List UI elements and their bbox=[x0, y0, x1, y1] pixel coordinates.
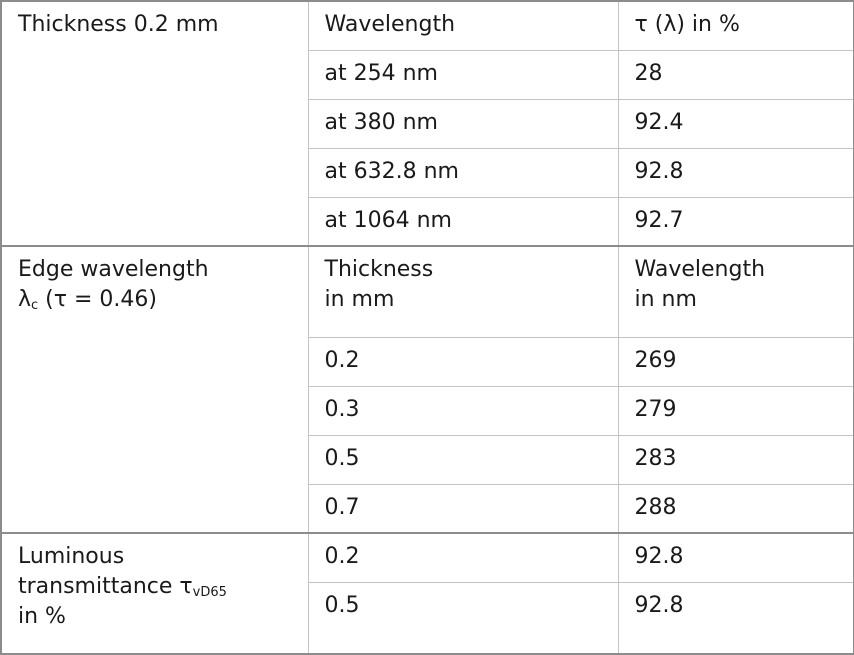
cell: 269 bbox=[617, 336, 854, 387]
row: 0.5 92.8 bbox=[1, 581, 854, 655]
label-text: Edge wavelength bbox=[18, 257, 209, 282]
header-cell: Thickness in mm bbox=[307, 245, 619, 338]
cell: 92.8 bbox=[617, 532, 854, 583]
row: at 254 nm 28 bbox=[1, 49, 854, 100]
label-text: Thickness 0.2 mm bbox=[18, 12, 219, 37]
cell-text: τ (λ) in % bbox=[634, 12, 740, 37]
cell: 288 bbox=[617, 483, 854, 534]
cell: 92.7 bbox=[617, 196, 854, 247]
cell: at 632.8 nm bbox=[307, 147, 619, 198]
cell: 92.8 bbox=[617, 147, 854, 198]
row: Edge wavelength λc (τ = 0.46) Thickness in… bbox=[0, 245, 854, 534]
row: 0.7 288 bbox=[1, 483, 854, 534]
cell-text: Wavelength bbox=[634, 257, 766, 282]
row: Thickness 0.2 mm Wavelength τ (λ) in % bbox=[0, 0, 854, 247]
cell: 279 bbox=[617, 385, 854, 436]
cell: 0.2 bbox=[307, 532, 619, 583]
label-subscript: vD65 bbox=[192, 585, 227, 600]
label-subscript: c bbox=[31, 298, 39, 313]
section-label: Luminous transmittance τvD65 in % bbox=[0, 532, 309, 655]
cell: 92.8 bbox=[617, 581, 854, 655]
cell: 0.5 bbox=[307, 434, 619, 485]
cell: 283 bbox=[617, 434, 854, 485]
label-text: in % bbox=[18, 604, 66, 629]
label-text: λ bbox=[18, 287, 32, 312]
cell: at 254 nm bbox=[307, 49, 619, 100]
cell: at 380 nm bbox=[307, 98, 619, 149]
row: 0.2 269 bbox=[1, 336, 854, 387]
cell: 0.7 bbox=[307, 483, 619, 534]
row: Luminous transmittance τvD65 in % 0.2 92.8 bbox=[0, 532, 854, 655]
cell: at 1064 nm bbox=[307, 196, 619, 247]
header-cell: Wavelength bbox=[307, 0, 619, 51]
cell: 0.5 bbox=[307, 581, 619, 655]
section-label: Edge wavelength λc (τ = 0.46) bbox=[0, 245, 309, 534]
cell: 0.2 bbox=[307, 336, 619, 387]
row: 0.5 283 bbox=[1, 434, 854, 485]
cell: 0.3 bbox=[307, 385, 619, 436]
header-cell: τ (λ) in % bbox=[617, 0, 854, 51]
label-text: (τ = 0.46) bbox=[38, 287, 157, 312]
section-label: Thickness 0.2 mm bbox=[0, 0, 309, 247]
cell: 28 bbox=[617, 49, 854, 100]
cell-text: Thickness bbox=[324, 257, 434, 282]
cell: 92.4 bbox=[617, 98, 854, 149]
label-text: transmittance τ bbox=[18, 574, 193, 599]
header-cell: Wavelength in nm bbox=[617, 245, 854, 338]
cell-text: Wavelength bbox=[324, 12, 456, 37]
cell-text: in nm bbox=[634, 287, 697, 312]
label-text: Luminous bbox=[18, 544, 125, 569]
cell-text: in mm bbox=[324, 287, 395, 312]
